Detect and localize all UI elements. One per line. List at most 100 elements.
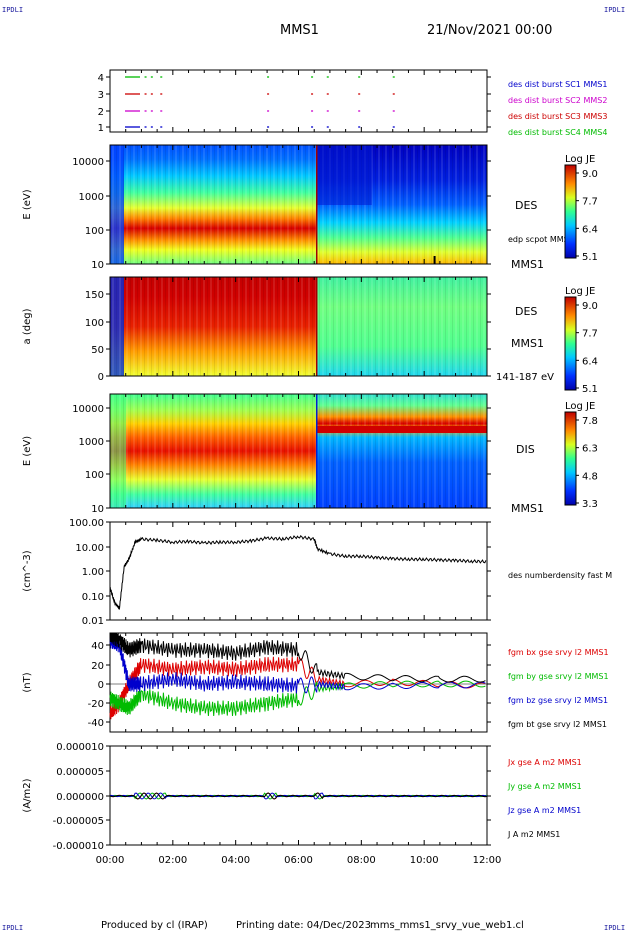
x-tick-label: 02:00 (158, 855, 187, 866)
x-tick-label: 00:00 (96, 855, 125, 866)
burst-ytick-label: 4 (98, 73, 104, 84)
des-energy-ytick-label: 1000 (79, 192, 104, 203)
current-legend-label: Jx gse A m2 MMS1 (507, 758, 582, 767)
corner-label-top-right: IPDLI (604, 6, 626, 14)
des-energy-colorbar-tick-label: 5.1 (582, 252, 598, 263)
dis-energy-ytick-label: 1000 (79, 437, 104, 448)
bfield-series-line (109, 633, 486, 694)
dis-energy-red-band (316, 426, 487, 433)
current-legend-label: Jz gse A m2 MMS1 (507, 806, 581, 815)
dis-energy-ytick-label: 10000 (72, 404, 104, 415)
des-energy-colorbar-tick-label: 6.4 (582, 224, 598, 235)
burst-frame (109, 69, 488, 133)
bfield-ytick-label: -20 (88, 699, 104, 710)
x-tick-label: 04:00 (221, 855, 250, 866)
dis-energy-species: DIS (516, 443, 535, 456)
current-ytick-label: 0.000010 (56, 742, 104, 753)
des-pitch-ytick-label: 50 (91, 345, 104, 356)
des-energy-species: DES (515, 199, 537, 212)
burst-legend-label: des dist burst SC4 MMS4 (508, 128, 607, 137)
density-ytick-label: 10.00 (75, 543, 104, 554)
des-pitch-colorbar (564, 296, 577, 391)
des-energy-scpot-mark (433, 256, 436, 264)
dis-energy-ytick-label: 100 (85, 470, 104, 481)
x-tick-label: 08:00 (347, 855, 376, 866)
dis-energy-texture (110, 394, 487, 508)
density-ylabel: (cm^-3) (22, 550, 33, 591)
bfield-series-line (109, 632, 486, 683)
dis-energy-mms: MMS1 (511, 502, 544, 515)
des-pitch-spectrogram (110, 277, 487, 376)
footer-script-name: mms_mms1_srvy_vue_web1.cl (370, 920, 524, 931)
des-pitch-species: DES (515, 305, 537, 318)
burst-ytick-label: 2 (98, 107, 104, 118)
dis-energy-colorbar-tick-label: 4.8 (582, 471, 598, 482)
des-energy-overlay-label: edp scpot MMS1 (508, 235, 574, 244)
des-energy-colorbar-title: Log JE (565, 154, 595, 165)
dis-energy-colorbar-tick-label: 7.8 (582, 416, 598, 427)
burst-legend-label: des dist burst SC3 MMS3 (508, 112, 607, 121)
current-legend-label: J A m2 MMS1 (507, 830, 560, 839)
corner-label-bottom-left: IPDLI (2, 924, 24, 932)
bfield-legend-label: fgm bz gse srvy l2 MMS1 (508, 696, 608, 705)
bfield-ytick-label: 0 (98, 680, 104, 691)
plot-datetime: 21/Nov/2021 00:00 (427, 23, 553, 38)
current-ytick-label: -0.000005 (53, 816, 104, 827)
des-pitch-colorbar-title: Log JE (565, 286, 595, 297)
des-energy-ytick-label: 100 (85, 226, 104, 237)
bfield-ytick-label: -40 (88, 718, 104, 729)
dis-energy-colorbar (564, 411, 577, 506)
corner-label-bottom-right: IPDLI (604, 924, 626, 932)
des-energy-mms: MMS1 (511, 258, 544, 271)
des-energy-spectrogram (110, 145, 487, 264)
des-pitch-energy-range: 141-187 eV (496, 372, 554, 383)
x-tick-label: 10:00 (410, 855, 439, 866)
dis-energy-spectrogram (110, 394, 487, 508)
bfield-legend-label: fgm bt gse srvy l2 MMS1 (508, 720, 607, 729)
current-series-line (109, 792, 488, 800)
dis-energy-colorbar-title: Log JE (565, 401, 595, 412)
des-pitch-ytick-label: 100 (85, 318, 104, 329)
footer-printing-date: Printing date: 04/Dec/2023 (236, 920, 372, 931)
current-legend-label: Jy gse A m2 MMS1 (507, 782, 582, 791)
des-energy-ytick-label: 10000 (72, 157, 104, 168)
bfield-legend-label: fgm bx gse srvy l2 MMS1 (508, 648, 609, 657)
density-ytick-label: 100.00 (69, 518, 104, 529)
des-pitch-colorbar-tick-label: 5.1 (582, 384, 598, 395)
des-pitch-ytick-label: 150 (85, 290, 104, 301)
corner-label-top-left: IPDLI (2, 6, 24, 14)
spacecraft-title: MMS1 (280, 23, 319, 38)
x-tick-label: 06:00 (284, 855, 313, 866)
des-energy-ytick-label: 10 (91, 260, 104, 271)
x-tick-label: 12:00 (473, 855, 502, 866)
current-ytick-label: -0.000010 (53, 841, 104, 852)
des-pitch-ytick-label: 0 (98, 372, 104, 383)
bfield-ytick-label: 20 (91, 661, 104, 672)
bfield-series-line (109, 656, 486, 720)
density-series-line (109, 535, 487, 610)
density-ytick-label: 1.00 (82, 567, 104, 578)
dis-energy-ylabel: E (eV) (22, 436, 33, 466)
des-energy-dark-patch (316, 145, 372, 205)
des-pitch-colorbar-tick-label: 6.4 (582, 356, 598, 367)
dis-energy-colorbar-tick-label: 3.3 (582, 499, 598, 510)
bfield-ylabel: (nT) (22, 672, 33, 692)
des-energy-ylabel: E (eV) (22, 189, 33, 219)
burst-ytick-label: 1 (98, 123, 104, 134)
burst-ytick-label: 3 (98, 90, 104, 101)
current-ytick-label: 0.000000 (56, 792, 104, 803)
des-energy-colorbar-tick-label: 7.7 (582, 197, 598, 208)
des-pitch-mms: MMS1 (511, 337, 544, 350)
bfield-ytick-label: 40 (91, 641, 104, 652)
des-energy-texture (110, 145, 487, 264)
dis-energy-ytick-label: 10 (91, 504, 104, 515)
current-ytick-label: 0.000005 (56, 767, 104, 778)
des-energy-colorbar-tick-label: 9.0 (582, 169, 598, 180)
des-pitch-ylabel: a (deg) (22, 308, 33, 344)
des-pitch-colorbar-tick-label: 7.7 (582, 329, 598, 340)
burst-legend-label: des dist burst SC2 MMS2 (508, 96, 607, 105)
des-pitch-texture (110, 277, 487, 376)
des-energy-colorbar (564, 164, 577, 259)
burst-legend-label: des dist burst SC1 MMS1 (508, 80, 607, 89)
